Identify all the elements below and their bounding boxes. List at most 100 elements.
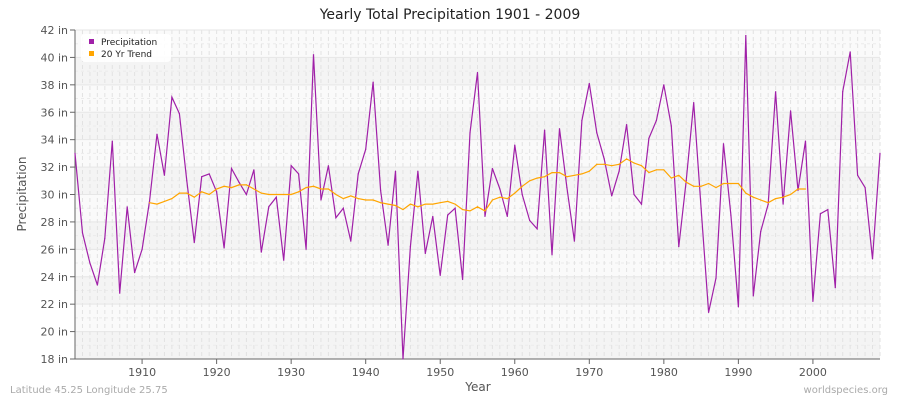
precipitation-point (640, 203, 643, 205)
precipitation-point (715, 277, 717, 279)
trend-point (663, 169, 665, 171)
trend-point (529, 180, 531, 182)
precipitation-point (298, 173, 300, 175)
legend-box (81, 34, 171, 62)
precipitation-point (797, 189, 799, 191)
trend-point (342, 198, 344, 200)
x-tick-label: 1970 (575, 366, 603, 379)
trend-point (305, 187, 307, 189)
precipitation-point (864, 187, 866, 189)
precipitation-point (148, 200, 151, 202)
x-tick-label: 1910 (128, 366, 156, 379)
trend-point (238, 184, 240, 186)
trend-point (275, 193, 277, 196)
trend-point (760, 199, 762, 201)
y-tick-label: 22 in (40, 298, 68, 311)
x-tick-label: 1940 (352, 366, 380, 379)
trend-point (685, 181, 687, 183)
precipitation-point (775, 91, 777, 93)
precipitation-point (402, 358, 404, 360)
trend-point (298, 191, 300, 193)
precipitation-point (827, 208, 829, 211)
trend-point (775, 198, 777, 200)
precipitation-point (461, 278, 464, 281)
trend-point (767, 202, 769, 204)
precipitation-point (857, 174, 859, 176)
trend-point (536, 177, 538, 179)
trend-point (506, 198, 508, 200)
y-tick-label: 26 in (40, 243, 68, 256)
precipitation-point (417, 170, 419, 172)
precipitation-point (879, 152, 881, 154)
precipitation-point (126, 206, 128, 208)
precipitation-point (685, 180, 687, 182)
trend-point (678, 174, 680, 176)
trend-point (439, 202, 441, 204)
precipitation-point (469, 132, 471, 134)
precipitation-point (625, 123, 628, 126)
precipitation-point (208, 173, 210, 175)
precipitation-point (707, 311, 710, 313)
trend-point (357, 198, 359, 200)
y-tick-label: 30 in (40, 189, 68, 202)
y-tick-label: 42 in (40, 24, 68, 37)
precipitation-point (871, 258, 874, 260)
trend-point (484, 210, 486, 212)
trend-point (253, 188, 255, 190)
y-tick-label: 32 in (40, 161, 68, 174)
trend-point (558, 171, 561, 174)
source-caption: worldspecies.org (803, 385, 888, 396)
precipitation-point (573, 240, 575, 242)
precipitation-point (253, 169, 255, 171)
precipitation-point (491, 167, 494, 170)
precipitation-point (454, 207, 456, 209)
trend-point (320, 188, 322, 190)
precipitation-point (320, 199, 322, 201)
trend-point (625, 158, 628, 160)
precipitation-point (201, 176, 203, 178)
precipitation-point (432, 215, 434, 218)
trend-point (283, 193, 285, 196)
trend-point (380, 202, 382, 204)
precipitation-point (722, 143, 725, 145)
trend-point (640, 165, 643, 167)
precipitation-point (655, 119, 657, 122)
trend-point (722, 182, 725, 185)
trend-point (648, 171, 650, 174)
precipitation-point (260, 251, 262, 253)
trend-point (208, 193, 210, 196)
legend: Precipitation 20 Yr Trend (81, 34, 171, 62)
chart-title: Yearly Total Precipitation 1901 - 2009 (319, 7, 581, 23)
trend-point (797, 188, 799, 190)
trend-point (387, 203, 389, 205)
y-tick-label: 38 in (40, 79, 68, 92)
precipitation-point (245, 193, 248, 196)
trend-point (633, 162, 635, 164)
trend-point (655, 169, 657, 171)
trend-point (394, 204, 397, 207)
trend-point (715, 187, 717, 189)
precipitation-point (141, 248, 143, 250)
y-tick-label: 24 in (40, 271, 68, 284)
precipitation-point (439, 274, 441, 276)
trend-point (782, 196, 784, 198)
trend-point (365, 199, 367, 201)
precipitation-point (842, 91, 844, 93)
y-tick-label: 28 in (40, 216, 68, 229)
precipitation-point (447, 214, 449, 216)
precipitation-point (380, 189, 382, 191)
precipitation-point (678, 245, 680, 248)
precipitation-point (230, 167, 233, 170)
precipitation-point (119, 292, 121, 294)
precipitation-point (611, 195, 613, 197)
precipitation-point (588, 82, 590, 85)
x-tick-label: 1930 (277, 366, 305, 379)
trend-point (268, 193, 270, 196)
trend-point (230, 187, 233, 189)
x-axis-label: Year (464, 380, 490, 394)
trend-point (424, 203, 426, 205)
y-tick-label: 20 in (40, 326, 68, 339)
precipitation-point (514, 144, 516, 146)
trend-point (461, 208, 464, 211)
